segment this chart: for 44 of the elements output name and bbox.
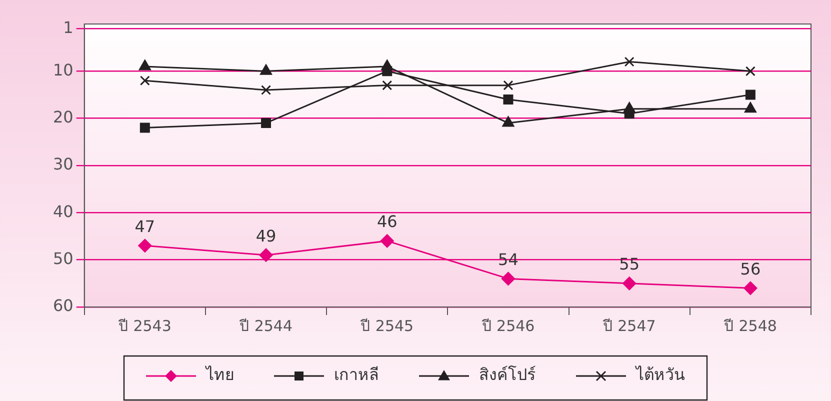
data-label: 56 [740,259,761,278]
point [261,118,272,128]
point [138,238,152,252]
point [140,76,150,86]
point [501,272,515,286]
data-label: 49 [256,226,276,246]
legend-label: สิงค์โปร์ [479,365,536,384]
x-tick-label: ปี 2548 [722,316,777,335]
y-tick-label: 50 [53,248,74,268]
data-label: 55 [619,254,640,274]
point [380,234,394,248]
point [503,94,514,104]
point [503,80,514,90]
data-label: 46 [376,212,398,232]
x-tick-label: ปี 2547 [602,316,656,335]
point [623,102,636,113]
x-tick-label: ปี 2545 [360,316,414,335]
point [260,64,272,75]
x-tick-label: ปี 2544 [238,316,292,335]
point [140,122,150,133]
y-tick-label: 30 [53,154,74,174]
legend-label: ไต้หวัน [634,365,685,384]
legend-label: ไทย [204,365,234,384]
point [744,102,756,113]
x-tick-label: ปี 2546 [480,316,535,335]
data-label: 47 [134,216,156,236]
point [624,56,634,67]
point [745,90,756,100]
y-tick-label: 1 [63,18,74,37]
y-tick-label: 10 [53,60,74,80]
y-tick-label: 40 [53,202,74,221]
point [502,116,514,127]
point [382,80,392,90]
point [138,60,151,70]
point [745,66,756,76]
x-tick-label: ปี 2543 [117,316,172,335]
point [261,85,272,96]
y-tick-label: 60 [53,296,74,316]
y-tick-label: 20 [53,107,74,126]
legend-label: เกาหลี [334,365,379,384]
point [259,248,273,262]
point [381,60,394,70]
point [622,276,636,290]
point [744,281,758,295]
